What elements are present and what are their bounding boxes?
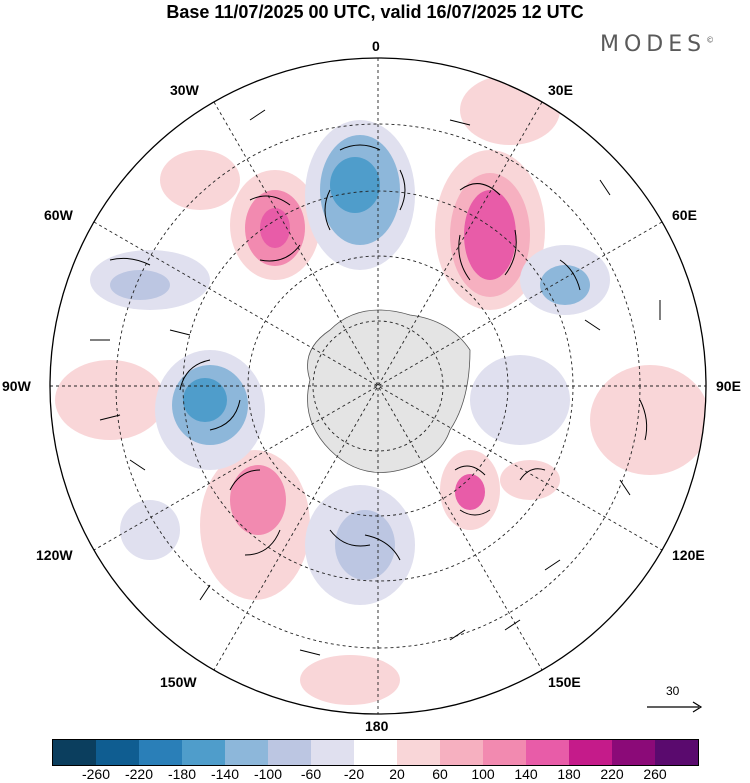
lon-label-90w: 90W: [2, 378, 31, 394]
colorbar-tick-label: -100: [253, 766, 283, 782]
wind-vectors: [90, 109, 661, 656]
lon-label-30w: 30W: [170, 82, 199, 98]
colorbar-tick-label: 140: [514, 766, 538, 782]
colorbar-tick-label: -60: [300, 766, 322, 782]
colorbar-tick-label: 100: [471, 766, 495, 782]
colorbar-tick-label: 60: [432, 766, 448, 782]
lon-label-60e: 60E: [672, 207, 697, 223]
modes-logo: MODES©: [600, 32, 714, 57]
modes-logo-text: MODES: [600, 32, 707, 57]
polar-map: [49, 57, 707, 715]
lon-label-150w: 150W: [160, 674, 197, 690]
colorbar-tick-label: -180: [167, 766, 197, 782]
colorbar-cell: [311, 740, 354, 765]
colorbar-tick-label: -260: [81, 766, 111, 782]
colorbar-tick-label: 20: [389, 766, 405, 782]
colorbar-cell: [96, 740, 139, 765]
lon-label-180: 180: [365, 718, 389, 734]
lon-label-90e: 90E: [716, 378, 741, 394]
colorbar-tick-label: 260: [643, 766, 667, 782]
lon-label-30e: 30E: [548, 82, 573, 98]
lon-label-120w: 120W: [36, 547, 73, 563]
graticule: [50, 58, 706, 714]
lon-label-0: 0: [372, 38, 380, 54]
colorbar-cell: [655, 740, 698, 765]
colorbar-cell: [139, 740, 182, 765]
colorbar-tick-label: -220: [124, 766, 154, 782]
antarctica-landmass: [307, 309, 471, 473]
reference-vector-arrow-icon: [647, 701, 703, 713]
colorbar-cell: [569, 740, 612, 765]
colorbar-tick-label: -20: [343, 766, 365, 782]
colorbar-cell: [612, 740, 655, 765]
colorbar-tick-label: 180: [557, 766, 581, 782]
reference-vector-label: 30: [666, 684, 680, 698]
lon-label-120e: 120E: [672, 547, 705, 563]
colorbar-tick-label: 220: [600, 766, 624, 782]
colorbar-cell: [354, 740, 397, 765]
colorbar-tick-label: -140: [210, 766, 240, 782]
lon-label-60w: 60W: [44, 207, 73, 223]
colorbar-cell: [53, 740, 96, 765]
colorbar-cell: [483, 740, 526, 765]
map-field: [50, 58, 706, 714]
lon-label-150e: 150E: [548, 674, 581, 690]
copyright-mark: ©: [706, 35, 715, 45]
colorbar-cell: [182, 740, 225, 765]
colorbar: [52, 739, 699, 766]
chart-title: Base 11/07/2025 00 UTC, valid 16/07/2025…: [166, 2, 584, 22]
colorbar-cell: [526, 740, 569, 765]
colorbar-cell: [268, 740, 311, 765]
negative-anomalies: [90, 120, 610, 605]
colorbar-cell: [397, 740, 440, 765]
map-boundary: [49, 57, 707, 715]
colorbar-cell: [225, 740, 268, 765]
colorbar-cell: [440, 740, 483, 765]
